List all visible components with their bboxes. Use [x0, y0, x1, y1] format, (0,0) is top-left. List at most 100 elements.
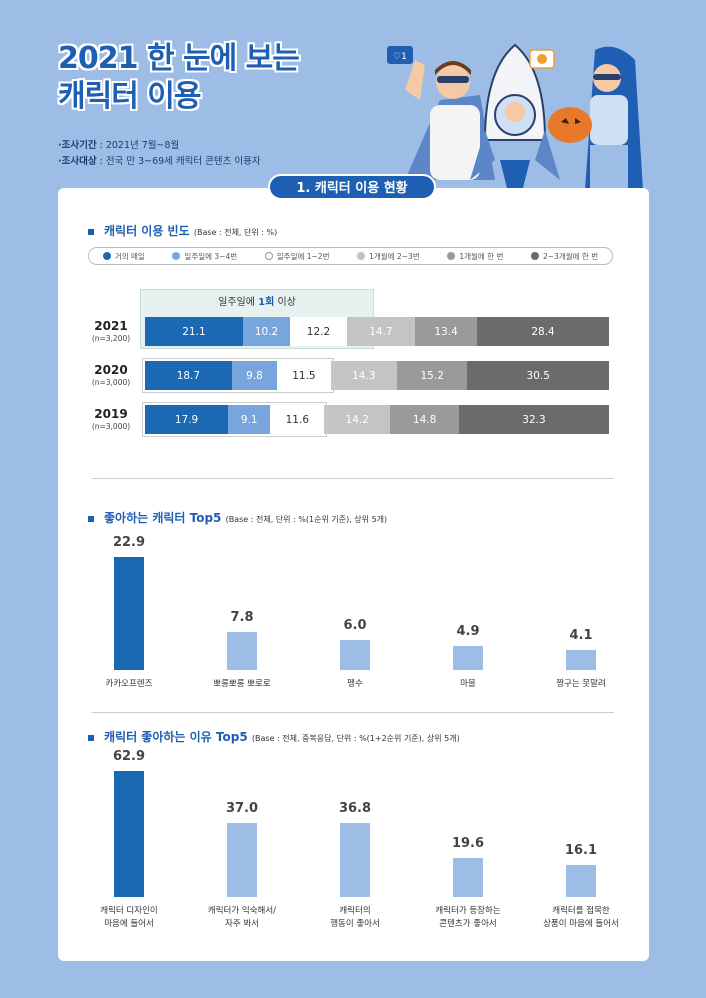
legend-item: 1개월에 2~3번 [357, 251, 420, 262]
period-value: : 2021년 7월~8월 [96, 140, 180, 151]
legend-item: 거의 매일 [102, 251, 145, 262]
category-label: 마블 [460, 679, 476, 689]
bar [227, 631, 257, 670]
survey-target: ·조사대상 : 전국 만 3~69세 캐릭터 콘텐츠 이용자 [58, 153, 261, 167]
row-year-label: 2020 [94, 363, 128, 377]
bar-segment: 21.1 [145, 317, 243, 346]
row-sample-size: (n=3,000) [91, 422, 131, 431]
period-label: ·조사기간 [58, 140, 97, 151]
bar-segment: 14.8 [390, 405, 459, 434]
stacked-bar: 18.7 9.8 11.5 14.3 15.2 30.5 [145, 361, 609, 390]
survey-period: ·조사기간 : 2021년 7월~8월 [58, 137, 179, 151]
frequency-section-title: 캐릭터 이용 빈도 (Base : 전체, 단위 : %) [88, 222, 277, 239]
superhero-man-illustration [405, 60, 495, 180]
legend-item: 2~3개월에 한 번 [531, 251, 598, 262]
rocket-illustration [470, 43, 560, 188]
top5-character-base-note: (Base : 전체, 단위 : %(1순위 기준), 상위 5개) [225, 515, 388, 524]
legend-label: 1개월에 한 번 [459, 251, 504, 261]
legend-item: 1개월에 한 번 [447, 251, 503, 262]
bar-value-label: 37.0 [225, 800, 259, 816]
legend-item: 일주일에 1~2번 [264, 251, 329, 262]
bar [566, 864, 596, 897]
bar-value-label: 4.1 [569, 627, 593, 643]
title-line-1: 2021 한 눈에 보는 [58, 41, 300, 76]
bar-segment: 30.5 [467, 361, 609, 390]
legend-item: 일주일에 3~4번 [172, 251, 237, 262]
square-bullet-icon [88, 515, 94, 522]
page-title: 2021 한 눈에 보는 캐릭터 이용 [58, 40, 300, 116]
frequency-legend: 거의 매일 일주일에 3~4번 일주일에 1~2번 1개월에 2~3번 1개월에 한 번… [88, 247, 613, 265]
bar-segment: 9.8 [231, 361, 278, 390]
target-value: : 전국 만 3~69세 캐릭터 콘텐츠 이용자 [96, 156, 261, 167]
category-label: 캐릭터가 등장하는 콘텐츠가 좋아서 [435, 906, 501, 929]
bar-value-label: 6.0 [343, 618, 367, 634]
section-divider [92, 712, 614, 713]
bar-value-label: 62.9 [112, 749, 146, 764]
chat-bubble-icon: ♡1 [387, 46, 413, 64]
bar-value-label: 16.1 [564, 842, 598, 858]
section-divider [92, 478, 614, 479]
top5-reason-base-note: (Base : 전체, 중복응답, 단위 : %(1+2순위 기준), 상위 5… [251, 734, 460, 743]
bar-value-label: 7.8 [230, 609, 254, 625]
weekly-usage-outline [142, 402, 328, 437]
bar [340, 823, 370, 897]
category-label: 캐릭터를 접목한 상품이 마음에 들어서 [543, 906, 619, 929]
hero-illustration: ♡1 [387, 43, 643, 190]
row-year-label: 2019 [94, 407, 128, 421]
bar [340, 640, 370, 670]
title-line-2: 캐릭터 이용 [58, 79, 201, 114]
category-label: 뽀롱뽀롱 뽀로로 [213, 679, 271, 689]
target-label: ·조사대상 [58, 156, 97, 167]
frequency-base-note: (Base : 전체, 단위 : %) [193, 228, 278, 237]
square-bullet-icon [88, 734, 94, 741]
bar-segment: 11.6 [270, 405, 325, 434]
row-year-label: 2021 [94, 319, 128, 333]
bar-segment: 12.2 [290, 317, 347, 346]
frequency-title-text: 캐릭터 이용 빈도 [104, 224, 190, 238]
legend-dot-icon [264, 252, 273, 260]
highlight-label: 일주일에 1회 이상 [140, 293, 374, 308]
square-bullet-icon [88, 228, 94, 235]
highlight-bold: 1회 [258, 297, 275, 308]
bar-segment: 18.7 [145, 361, 232, 390]
legend-dot-icon [102, 252, 111, 260]
bar-segment: 13.4 [415, 317, 478, 346]
top5-reason-section-title: 캐릭터 좋아하는 이유 Top5 (Base : 전체, 중복응답, 단위 : … [88, 728, 460, 745]
category-label: 캐릭터의 행동이 좋아서 [330, 906, 380, 929]
bar-segment: 14.7 [346, 317, 415, 346]
bar-segment: 9.1 [228, 405, 271, 434]
stacked-bar: 17.9 9.1 11.6 14.2 14.8 32.3 [145, 405, 609, 434]
legend-dot-icon [531, 252, 539, 260]
legend-label: 1개월에 2~3번 [369, 251, 420, 261]
row-sample-size: (n=3,200) [91, 334, 131, 343]
bar-segment: 14.3 [330, 361, 397, 390]
category-label: 펭수 [347, 679, 363, 689]
category-label: 카카오프렌즈 [105, 679, 153, 689]
section-title-pill: 1. 캐릭터 이용 현황 [268, 174, 436, 200]
bar-value-label: 19.6 [451, 835, 485, 851]
bar-value-label: 4.9 [456, 623, 480, 639]
legend-label: 거의 매일 [114, 251, 145, 261]
top5-character-section-title: 좋아하는 캐릭터 Top5 (Base : 전체, 단위 : %(1순위 기준)… [88, 509, 387, 526]
superhero-woman-illustration [548, 46, 643, 190]
highlight-pre: 일주일에 [218, 297, 259, 308]
bar-segment: 28.4 [477, 317, 609, 346]
top5-character-title-text: 좋아하는 캐릭터 Top5 [104, 511, 222, 525]
legend-label: 일주일에 3~4번 [184, 251, 238, 261]
top5-reason-title-text: 캐릭터 좋아하는 이유 Top5 [104, 730, 248, 744]
weekly-usage-outline [142, 358, 334, 393]
bar-value-label: 36.8 [338, 801, 372, 817]
category-label: 짱구는 못말려 [556, 679, 606, 689]
category-label: 캐릭터가 익숙해서/ 자주 봐서 [207, 906, 277, 929]
bar [114, 771, 144, 897]
bar-segment: 32.3 [458, 405, 609, 434]
emoji-bubble-icon [529, 49, 555, 69]
bar [114, 557, 144, 670]
stacked-bar: 21.1 10.2 12.2 14.7 13.4 28.4 [145, 317, 609, 346]
bar-segment: 15.2 [396, 361, 468, 390]
bar-segment: 11.5 [277, 361, 331, 390]
bar [453, 645, 483, 670]
highlight-post: 이상 [274, 297, 296, 308]
legend-dot-icon [357, 252, 366, 260]
svg-text:♡1: ♡1 [393, 52, 407, 62]
